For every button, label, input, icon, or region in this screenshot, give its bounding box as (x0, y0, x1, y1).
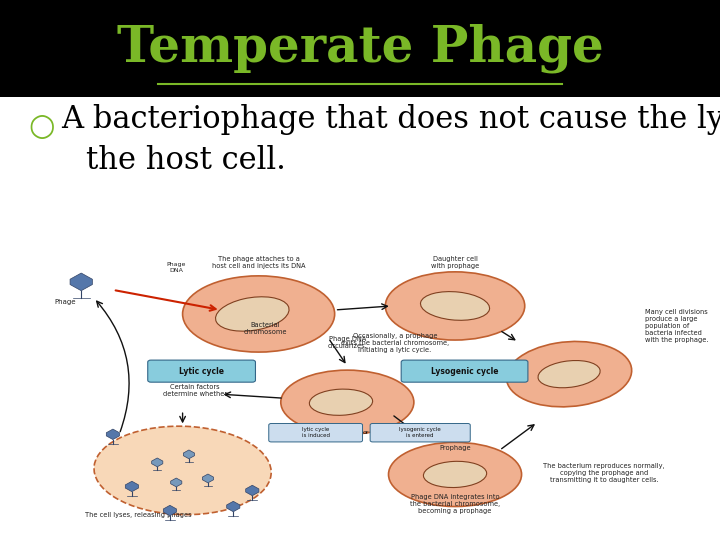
Ellipse shape (389, 442, 521, 507)
Text: Prophage: Prophage (439, 446, 471, 451)
Text: Many cell divisions
produce a large
population of
bacteria infected
with the pro: Many cell divisions produce a large popu… (645, 309, 708, 343)
Polygon shape (152, 458, 163, 467)
Ellipse shape (423, 461, 487, 488)
Polygon shape (202, 474, 214, 483)
Polygon shape (163, 505, 176, 516)
Text: The bacterium reproduces normally,
copying the prophage and
transmitting it to d: The bacterium reproduces normally, copyi… (543, 463, 665, 483)
Polygon shape (246, 485, 259, 496)
Text: ○: ○ (29, 112, 55, 141)
FancyBboxPatch shape (148, 360, 256, 382)
Ellipse shape (310, 389, 373, 415)
Text: Phage: Phage (55, 299, 76, 305)
Text: Phage DNA integrates into
the bacterial chromosome,
becoming a prophage: Phage DNA integrates into the bacterial … (410, 494, 500, 514)
Polygon shape (70, 273, 92, 291)
Text: lytic cycle
is induced: lytic cycle is induced (302, 427, 330, 438)
FancyBboxPatch shape (401, 360, 528, 382)
Ellipse shape (506, 341, 631, 407)
Ellipse shape (420, 292, 490, 320)
Ellipse shape (281, 370, 414, 434)
Ellipse shape (215, 297, 289, 331)
Ellipse shape (385, 272, 525, 340)
Polygon shape (184, 450, 194, 459)
FancyBboxPatch shape (269, 423, 363, 442)
Polygon shape (227, 501, 240, 512)
Text: Lysogenic cycle: Lysogenic cycle (431, 367, 498, 376)
Text: The cell lyses, releasing phages: The cell lyses, releasing phages (85, 511, 192, 517)
Text: A bacteriophage that does not cause the lysis of: A bacteriophage that does not cause the … (61, 104, 720, 136)
Ellipse shape (183, 276, 335, 352)
FancyBboxPatch shape (0, 97, 720, 540)
Text: Daughter cell
with prophage: Daughter cell with prophage (431, 256, 480, 269)
Text: or: or (363, 430, 369, 435)
Polygon shape (107, 429, 120, 440)
Text: The phage attaches to a
host cell and injects its DNA: The phage attaches to a host cell and in… (212, 256, 305, 269)
Text: Phage
DNA: Phage DNA (166, 262, 186, 273)
FancyBboxPatch shape (370, 423, 470, 442)
Text: Bacterial
chromosome: Bacterial chromosome (243, 322, 287, 335)
Text: Lytic cycle: Lytic cycle (179, 367, 224, 376)
Ellipse shape (538, 361, 600, 388)
Text: the host cell.: the host cell. (86, 145, 287, 177)
Polygon shape (171, 478, 182, 487)
Text: Temperate Phage: Temperate Phage (117, 24, 603, 73)
Text: Occasionally, a prophage
exits the bacterial chromosome,
initiating a lytic cycl: Occasionally, a prophage exits the bacte… (341, 333, 449, 353)
Text: Certain factors
determine whether: Certain factors determine whether (163, 384, 228, 397)
Text: lysogenic cycle
is entered: lysogenic cycle is entered (400, 427, 441, 438)
Ellipse shape (94, 426, 271, 515)
Text: Phage DNA
circularizes.: Phage DNA circularizes. (328, 336, 367, 349)
Polygon shape (125, 481, 138, 492)
